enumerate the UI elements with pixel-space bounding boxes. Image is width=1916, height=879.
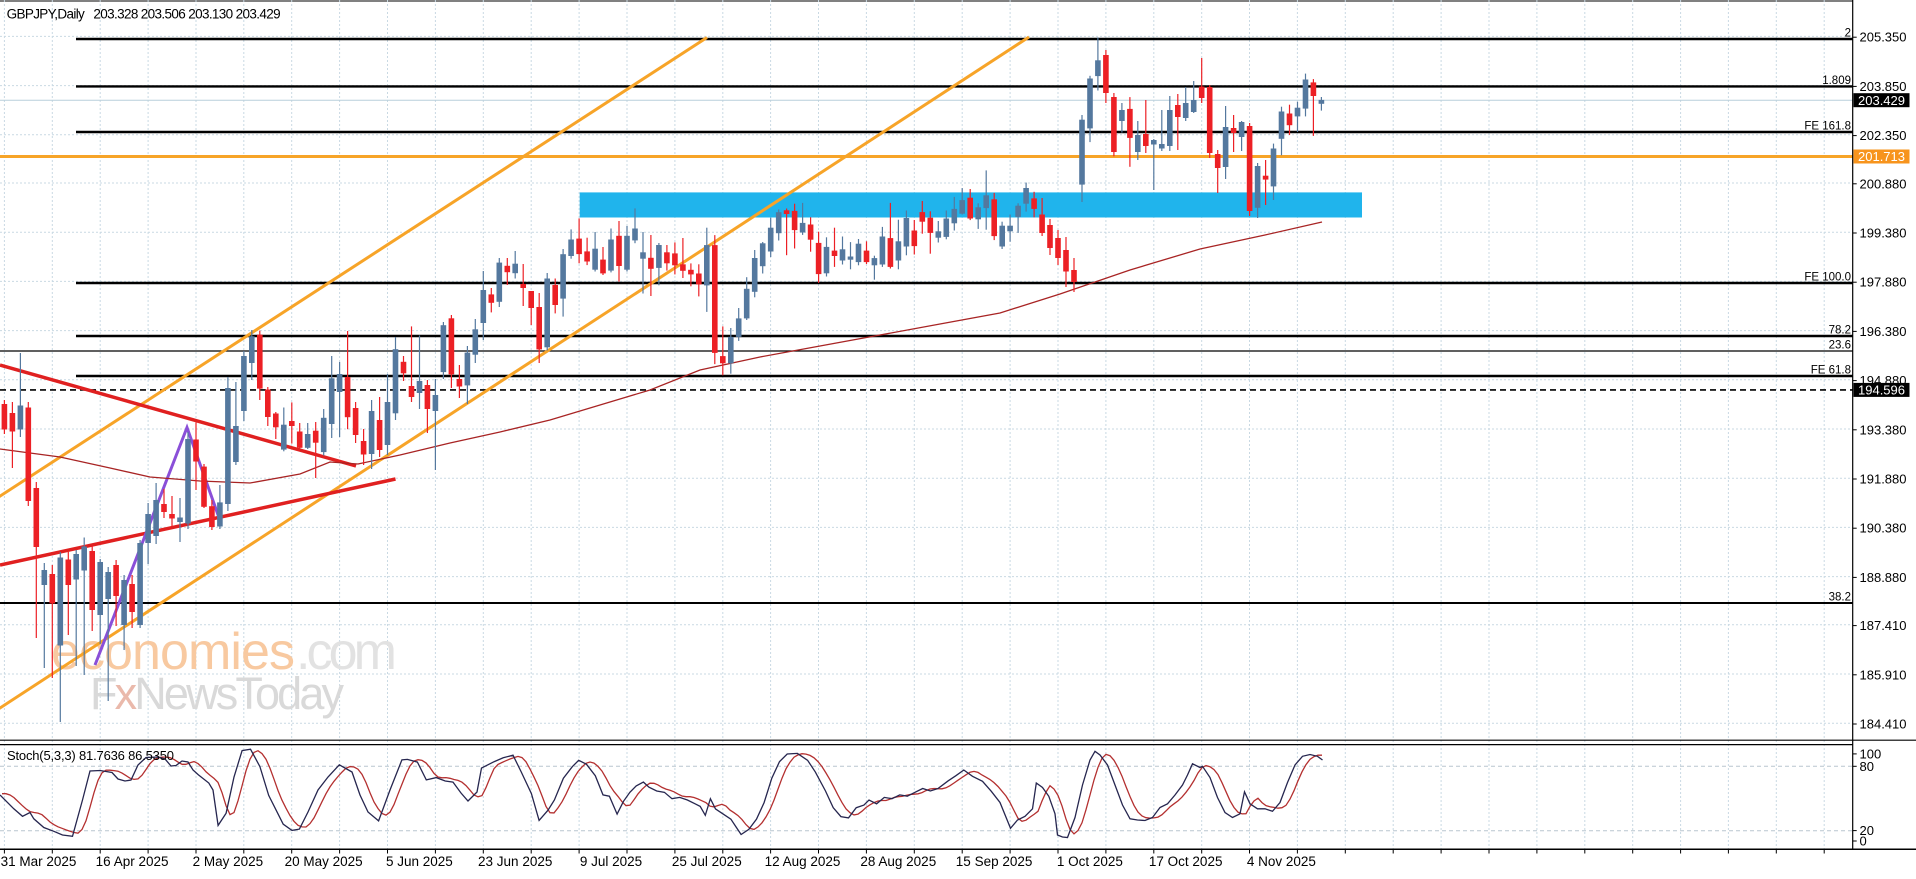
svg-text:FE 61.8: FE 61.8 [1811, 365, 1851, 377]
svg-text:25 Jul 2025: 25 Jul 2025 [672, 854, 742, 869]
svg-text:203.850: 203.850 [1860, 79, 1907, 94]
svg-text:1 Oct 2025: 1 Oct 2025 [1057, 854, 1123, 869]
svg-text:FxNewsToday: FxNewsToday [90, 668, 345, 719]
svg-text:23 Jun 2025: 23 Jun 2025 [478, 854, 552, 869]
svg-text:80: 80 [1860, 759, 1874, 774]
svg-text:205.350: 205.350 [1860, 30, 1907, 45]
svg-text:191.880: 191.880 [1860, 472, 1907, 487]
svg-text:.com: .com [296, 623, 397, 681]
svg-text:31 Mar 2025: 31 Mar 2025 [1, 854, 77, 869]
svg-text:203.429: 203.429 [1858, 93, 1905, 108]
svg-text:197.880: 197.880 [1860, 275, 1907, 290]
svg-text:187.410: 187.410 [1860, 618, 1907, 633]
svg-text:201.713: 201.713 [1858, 149, 1905, 164]
svg-text:5 Jun 2025: 5 Jun 2025 [386, 854, 453, 869]
svg-text:4 Nov 2025: 4 Nov 2025 [1247, 854, 1316, 869]
svg-text:1.809: 1.809 [1822, 75, 1851, 87]
svg-text:194.596: 194.596 [1858, 383, 1905, 398]
svg-text:188.880: 188.880 [1860, 570, 1907, 585]
svg-text:0: 0 [1860, 834, 1867, 849]
svg-text:9 Jul 2025: 9 Jul 2025 [580, 854, 642, 869]
svg-text:23.6: 23.6 [1829, 340, 1851, 352]
svg-text:100: 100 [1860, 746, 1882, 761]
svg-text:196.380: 196.380 [1860, 324, 1907, 339]
svg-text:193.380: 193.380 [1860, 422, 1907, 437]
svg-text:15 Sep 2025: 15 Sep 2025 [956, 854, 1033, 869]
svg-text:20: 20 [1860, 823, 1874, 838]
svg-text:GBPJPY,Daily 203.328 203.506: GBPJPY,Daily 203.328 203.506 203.130 203… [7, 7, 281, 22]
svg-text:78.2: 78.2 [1829, 325, 1851, 337]
svg-text:Stoch(5,3,3) 81.7636 86.5350: Stoch(5,3,3) 81.7636 86.5350 [7, 748, 174, 763]
svg-text:2: 2 [1845, 28, 1851, 40]
svg-text:202.350: 202.350 [1860, 128, 1907, 143]
svg-text:200.880: 200.880 [1860, 176, 1907, 191]
svg-text:17 Oct 2025: 17 Oct 2025 [1149, 854, 1223, 869]
svg-text:16 Apr 2025: 16 Apr 2025 [96, 854, 169, 869]
svg-text:FE 161.8: FE 161.8 [1804, 121, 1851, 133]
svg-text:38.2: 38.2 [1829, 592, 1851, 604]
svg-text:economies: economies [51, 623, 295, 681]
svg-text:20 May 2025: 20 May 2025 [285, 854, 363, 869]
svg-text:199.380: 199.380 [1860, 226, 1907, 241]
svg-text:2 May 2025: 2 May 2025 [193, 854, 264, 869]
svg-text:184.410: 184.410 [1860, 717, 1907, 732]
svg-text:185.910: 185.910 [1860, 667, 1907, 682]
svg-text:28 Aug 2025: 28 Aug 2025 [860, 854, 936, 869]
svg-text:12 Aug 2025: 12 Aug 2025 [765, 854, 841, 869]
svg-text:190.380: 190.380 [1860, 521, 1907, 536]
svg-text:FE 100.0: FE 100.0 [1804, 272, 1851, 284]
